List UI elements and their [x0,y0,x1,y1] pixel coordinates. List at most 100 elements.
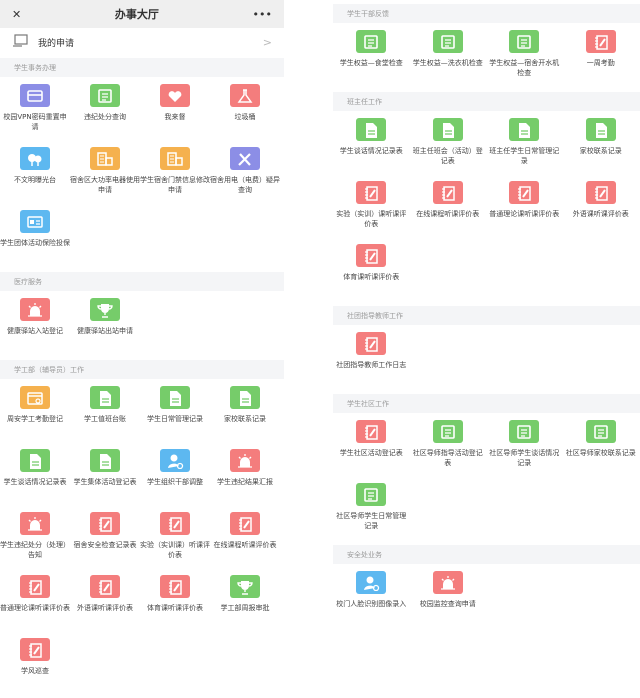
doc-icon [432,118,463,141]
service-item[interactable]: 垃圾桶 [210,81,280,144]
service-item[interactable]: 健康驿站出站申请 [70,295,140,358]
my-application-row[interactable]: 我的申请 > [0,28,284,56]
service-item-label: 外语课听课评价表 [77,604,133,612]
heart-icon [160,84,190,107]
service-item[interactable]: 校门人脸识别图像录入 [333,568,410,631]
service-item[interactable]: 社区导师学生日常管理记录 [333,480,410,543]
notebook-icon [160,575,190,598]
service-item[interactable]: 宿舍用电（电费）疑异查询 [210,144,280,207]
service-item[interactable]: 不文明曝光台 [0,144,70,207]
service-item[interactable]: 健康驿站入站登记 [0,295,70,358]
service-item[interactable]: 宿舍安全检查记录表 [70,509,140,572]
service-item[interactable]: 普通理论课听课评价表 [0,572,70,635]
service-item-label: 社区导师学生日常管理记录 [336,512,407,530]
service-item[interactable]: 学生集体活动登记表 [70,446,140,509]
service-item[interactable]: 在线课程听课评价表 [210,509,280,572]
service-item[interactable]: 校园VPN密码重置申请 [0,81,70,144]
notebook-icon [356,420,387,443]
service-item[interactable]: 普通理论课听课评价表 [486,178,563,241]
doc-icon [90,386,120,409]
service-item[interactable]: 社区导师家校联系记录 [563,417,640,480]
notebook-icon [160,512,190,535]
tree-icon [20,147,50,170]
service-item[interactable]: 外语课听课评价表 [70,572,140,635]
service-item[interactable]: 学生违纪处分（处理）告知 [0,509,70,572]
service-item-label: 校园VPN密码重置申请 [3,113,67,131]
service-item[interactable]: 学生社区活动登记表 [333,417,410,480]
section-grid: 学生社区活动登记表 社区导师指导活动登记表 社区导师学生谈话情况记录 社区导师家校联系… [333,413,640,543]
doc-icon [20,449,50,472]
scroll-icon [356,30,387,53]
scroll-icon [432,420,463,443]
section-header: 学生社区工作 [333,394,640,413]
service-item-label: 家校联系记录 [224,415,266,423]
service-item[interactable]: 学生宿舍门禁信息修改申请 [140,144,210,207]
service-item[interactable]: 我来督 [140,81,210,144]
more-icon[interactable]: ••• [252,7,272,21]
service-item[interactable]: 实验（实训）课听课评价表 [333,178,410,241]
service-item-label: 家校联系记录 [579,147,622,155]
notebook-icon [356,332,387,355]
service-item[interactable]: 学生谈话情况记录表 [0,446,70,509]
service-item[interactable]: 外语课听课评价表 [563,178,640,241]
service-item[interactable]: 学风巡查 [0,635,70,698]
service-item-label: 学风巡查 [21,667,49,675]
service-item-label: 在线课程听课评价表 [416,210,480,218]
service-item-label: 一周考勤 [586,59,615,67]
service-item[interactable]: 学生违纪结果汇报 [210,446,280,509]
service-item[interactable]: 家校联系记录 [210,383,280,446]
section-grid: 周安学工考勤登记 学工值班台账 学生日常管理记录 家校联系记录学生谈话情况记录表 学生集… [0,379,284,698]
trophy-icon [230,575,260,598]
service-item-label: 社区导师家校联系记录 [565,449,636,457]
service-item[interactable]: 宿舍区大功率电器使用申请 [70,144,140,207]
building-icon [160,147,190,170]
service-item[interactable]: 周安学工考勤登记 [0,383,70,446]
alarm-icon [432,571,463,594]
doc-icon [509,118,540,141]
service-item-label: 普通理论课听课评价表 [0,604,70,612]
service-item[interactable]: 学生谈话情况记录表 [333,115,410,178]
service-item[interactable]: 学工值班台账 [70,383,140,446]
service-item[interactable]: 学生团体活动保险投保 [0,207,70,270]
service-item[interactable]: 学生权益—洗衣机检查 [410,27,487,90]
service-item[interactable]: 违纪处分查询 [70,81,140,144]
alarm-icon [20,298,50,321]
notebook-icon [90,512,120,535]
service-item[interactable]: 社区导师学生谈话情况记录 [486,417,563,480]
service-item[interactable]: 体育课听课评价表 [333,241,410,304]
service-item[interactable]: 学生日常管理记录 [140,383,210,446]
service-item-label: 在线课程听课评价表 [213,541,277,549]
section-header: 学生事务办理 [0,58,284,77]
service-item[interactable]: 家校联系记录 [563,115,640,178]
service-item-label: 学生权益—洗衣机检查 [412,59,483,67]
service-item[interactable]: 班主任学生日常管理记录 [486,115,563,178]
service-item-label: 社区导师学生谈话情况记录 [489,449,560,467]
top-bar: ✕ 办事大厅 ••• [0,0,284,28]
service-item[interactable]: 一周考勤 [563,27,640,90]
section-grid: 社团指导教师工作日志 [333,325,640,392]
close-icon[interactable]: ✕ [12,7,22,21]
service-item[interactable]: 在线课程听课评价表 [410,178,487,241]
scroll-icon [432,30,463,53]
service-item[interactable]: 社区导师指导活动登记表 [410,417,487,480]
service-item[interactable]: 社团指导教师工作日志 [333,329,410,392]
notebook-icon [585,181,616,204]
service-item-label: 社团指导教师工作日志 [336,361,407,369]
service-item[interactable]: 实验（实训课）听课评价表 [140,509,210,572]
service-item[interactable]: 学工部周报审批 [210,572,280,635]
tools-icon [230,147,260,170]
left-panel: ✕ 办事大厅 ••• 我的申请 > 学生事务办理 校园VPN密码重置申请 违纪处分查… [0,0,284,698]
service-item-label: 学生谈话情况记录表 [3,478,67,486]
service-item[interactable]: 学生组织干部调整 [140,446,210,509]
service-item[interactable]: 学生权益—宿舍开水机检查 [486,27,563,90]
alarm-icon [20,512,50,535]
service-item[interactable]: 校园监控查询申请 [410,568,487,631]
service-item[interactable]: 学生权益—食堂检查 [333,27,410,90]
service-item-label: 实验（实训）课听课评价表 [336,210,407,228]
idcard-icon [20,210,50,233]
section-header: 学工部（辅导员）工作 [0,360,284,379]
service-item[interactable]: 体育课听课评价表 [140,572,210,635]
service-item[interactable]: 班主任班会（活动）登记表 [410,115,487,178]
notebook-icon [356,244,387,267]
right-panel: 学生干部反馈 学生权益—食堂检查 学生权益—洗衣机检查 学生权益—宿舍开水机检查 一周考… [333,2,640,631]
